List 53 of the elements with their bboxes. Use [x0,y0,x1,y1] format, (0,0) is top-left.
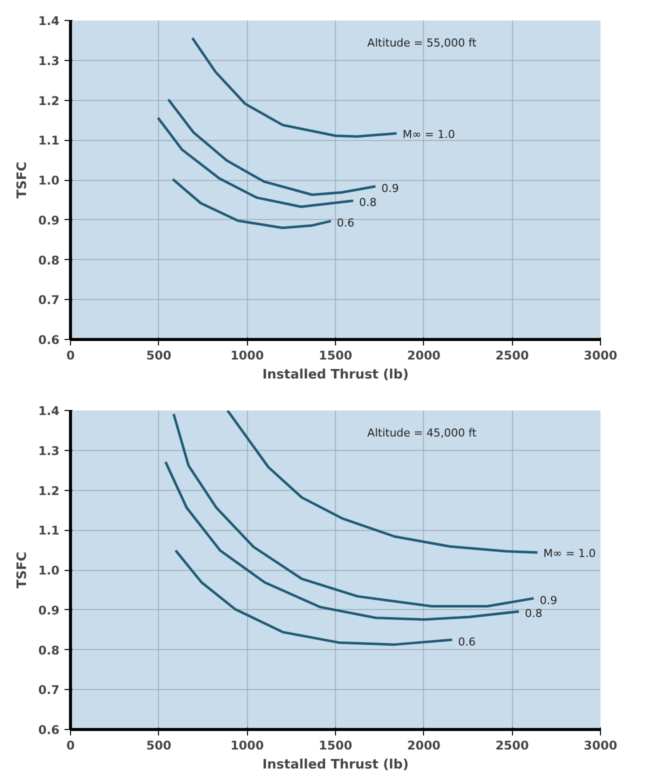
y-tick-label: 1.2 [38,484,60,498]
x-tick-label: 2500 [495,738,529,752]
series-label: 0.6 [458,635,476,648]
line-series [172,178,332,230]
y-tick-label: 1.0 [38,564,60,578]
y-tick-label: 1.1 [38,134,60,148]
y-tick-label: 0.7 [38,683,60,698]
x-tick-label: 500 [146,348,172,362]
line-series [174,549,454,646]
series-label: M∞ = 1.0 [402,128,455,141]
annotation: Altitude = 45,000 ft [367,426,478,440]
x-tick-label: 1000 [230,348,264,362]
y-tick-label: 0.8 [38,643,60,658]
line-series [164,460,520,621]
x-tick-label: 2500 [495,348,529,362]
y-tick-label: 0.9 [38,213,60,228]
x-tick-label: 1500 [318,348,352,362]
y-tick-label: 1.2 [38,94,60,108]
y-axis-title: TSFC [15,162,30,198]
series-label: 0.6 [336,216,354,230]
x-tick-label: 2000 [407,738,441,752]
y-tick-label: 0.8 [38,253,60,268]
line-series [226,410,539,554]
line-series [172,412,535,608]
series-label: 0.8 [524,606,542,620]
x-tick-label: 1500 [318,738,352,752]
x-tick-label: 2000 [407,348,441,362]
y-tick-label: 0.9 [38,603,60,618]
y-tick-label: 0.6 [38,333,60,347]
x-tick-label: 0 [66,348,75,362]
series-label: M∞ = 1.0 [543,546,596,560]
series-label: 0.9 [540,594,558,607]
y-tick-label: 1.0 [38,174,60,188]
y-tick-label: 1.4 [38,14,60,28]
x-tick-label: 3000 [584,348,618,362]
line-series [156,116,354,208]
x-tick-label: 500 [146,738,172,752]
x-tick-label: 1000 [230,738,264,752]
y-tick-label: 1.4 [38,404,60,418]
y-axis-title: TSFC [15,552,30,588]
series-label: 0.9 [381,182,399,195]
x-tick-label: 0 [66,738,75,752]
x-tick-label: 3000 [584,738,618,752]
x-axis-title: Installed Thrust (lb) [262,758,409,772]
y-tick-label: 0.6 [38,723,60,737]
y-tick-label: 0.7 [38,293,60,308]
y-tick-label: 1.1 [38,524,60,538]
series-label: 0.8 [359,196,377,210]
y-tick-label: 1.3 [38,444,60,458]
line-series [167,98,377,196]
x-axis-title: Installed Thrust (lb) [262,368,409,382]
annotation: Altitude = 55,000 ft [367,36,478,50]
y-tick-label: 1.3 [38,54,60,68]
